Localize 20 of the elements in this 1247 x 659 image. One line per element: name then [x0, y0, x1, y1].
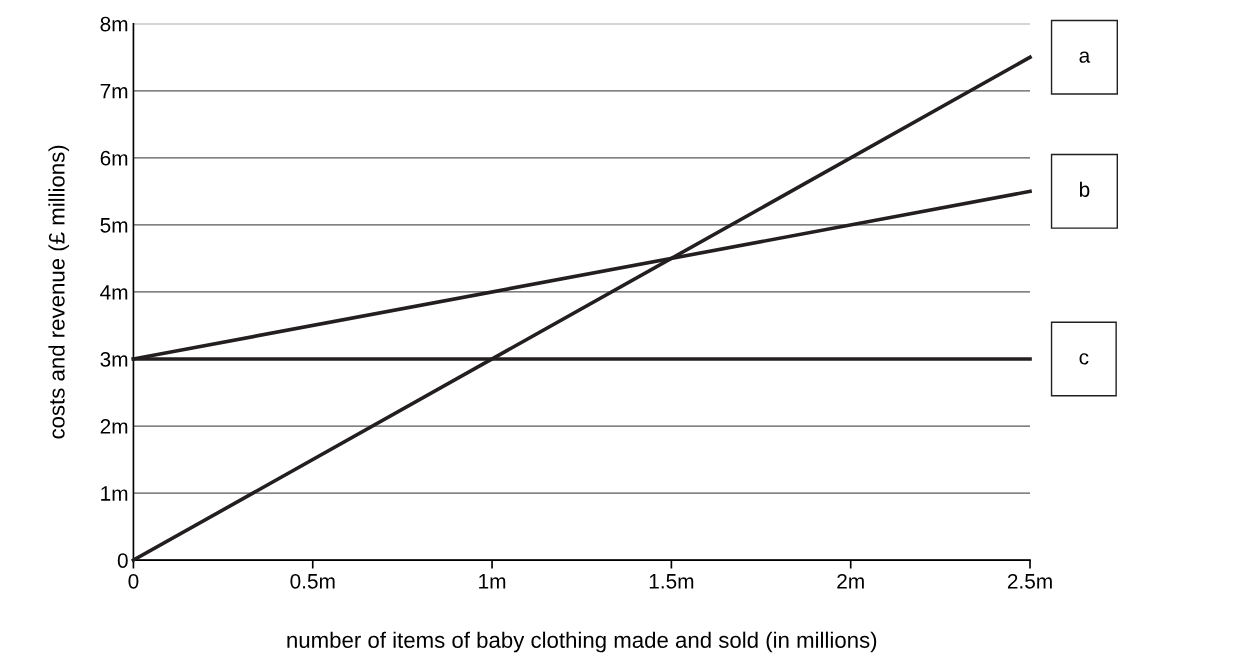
x-tick-label: 0 [128, 573, 139, 589]
y-tick-label: 5m [100, 218, 128, 233]
x-tick-label: 1m [479, 574, 506, 589]
x-tick-label: 2.5m [1007, 573, 1052, 589]
x-tick-label: 2m [837, 573, 864, 589]
y-axis-title: costs and revenue (£ millions) [48, 145, 70, 439]
y-tick-label: 6m [100, 150, 128, 166]
y-tick-label: 2m [100, 419, 128, 434]
y-tick-label: 0 [117, 553, 128, 568]
text: c [1079, 353, 1089, 365]
x-tick-label: 1.5m [649, 574, 694, 589]
y-tick-label: 4m [100, 285, 128, 300]
y-tick-label: 7m [100, 83, 128, 99]
y-tick-label: 8m [100, 16, 128, 32]
x-axis-title: number of items of baby clothing made and sold (in millions) [287, 631, 877, 653]
text: a [1079, 51, 1091, 63]
y-tick-label: 3m [100, 351, 128, 367]
x-tick-label: 0.5m [290, 573, 335, 589]
y-tick-label: 1m [101, 486, 128, 501]
text: b [1079, 181, 1090, 197]
